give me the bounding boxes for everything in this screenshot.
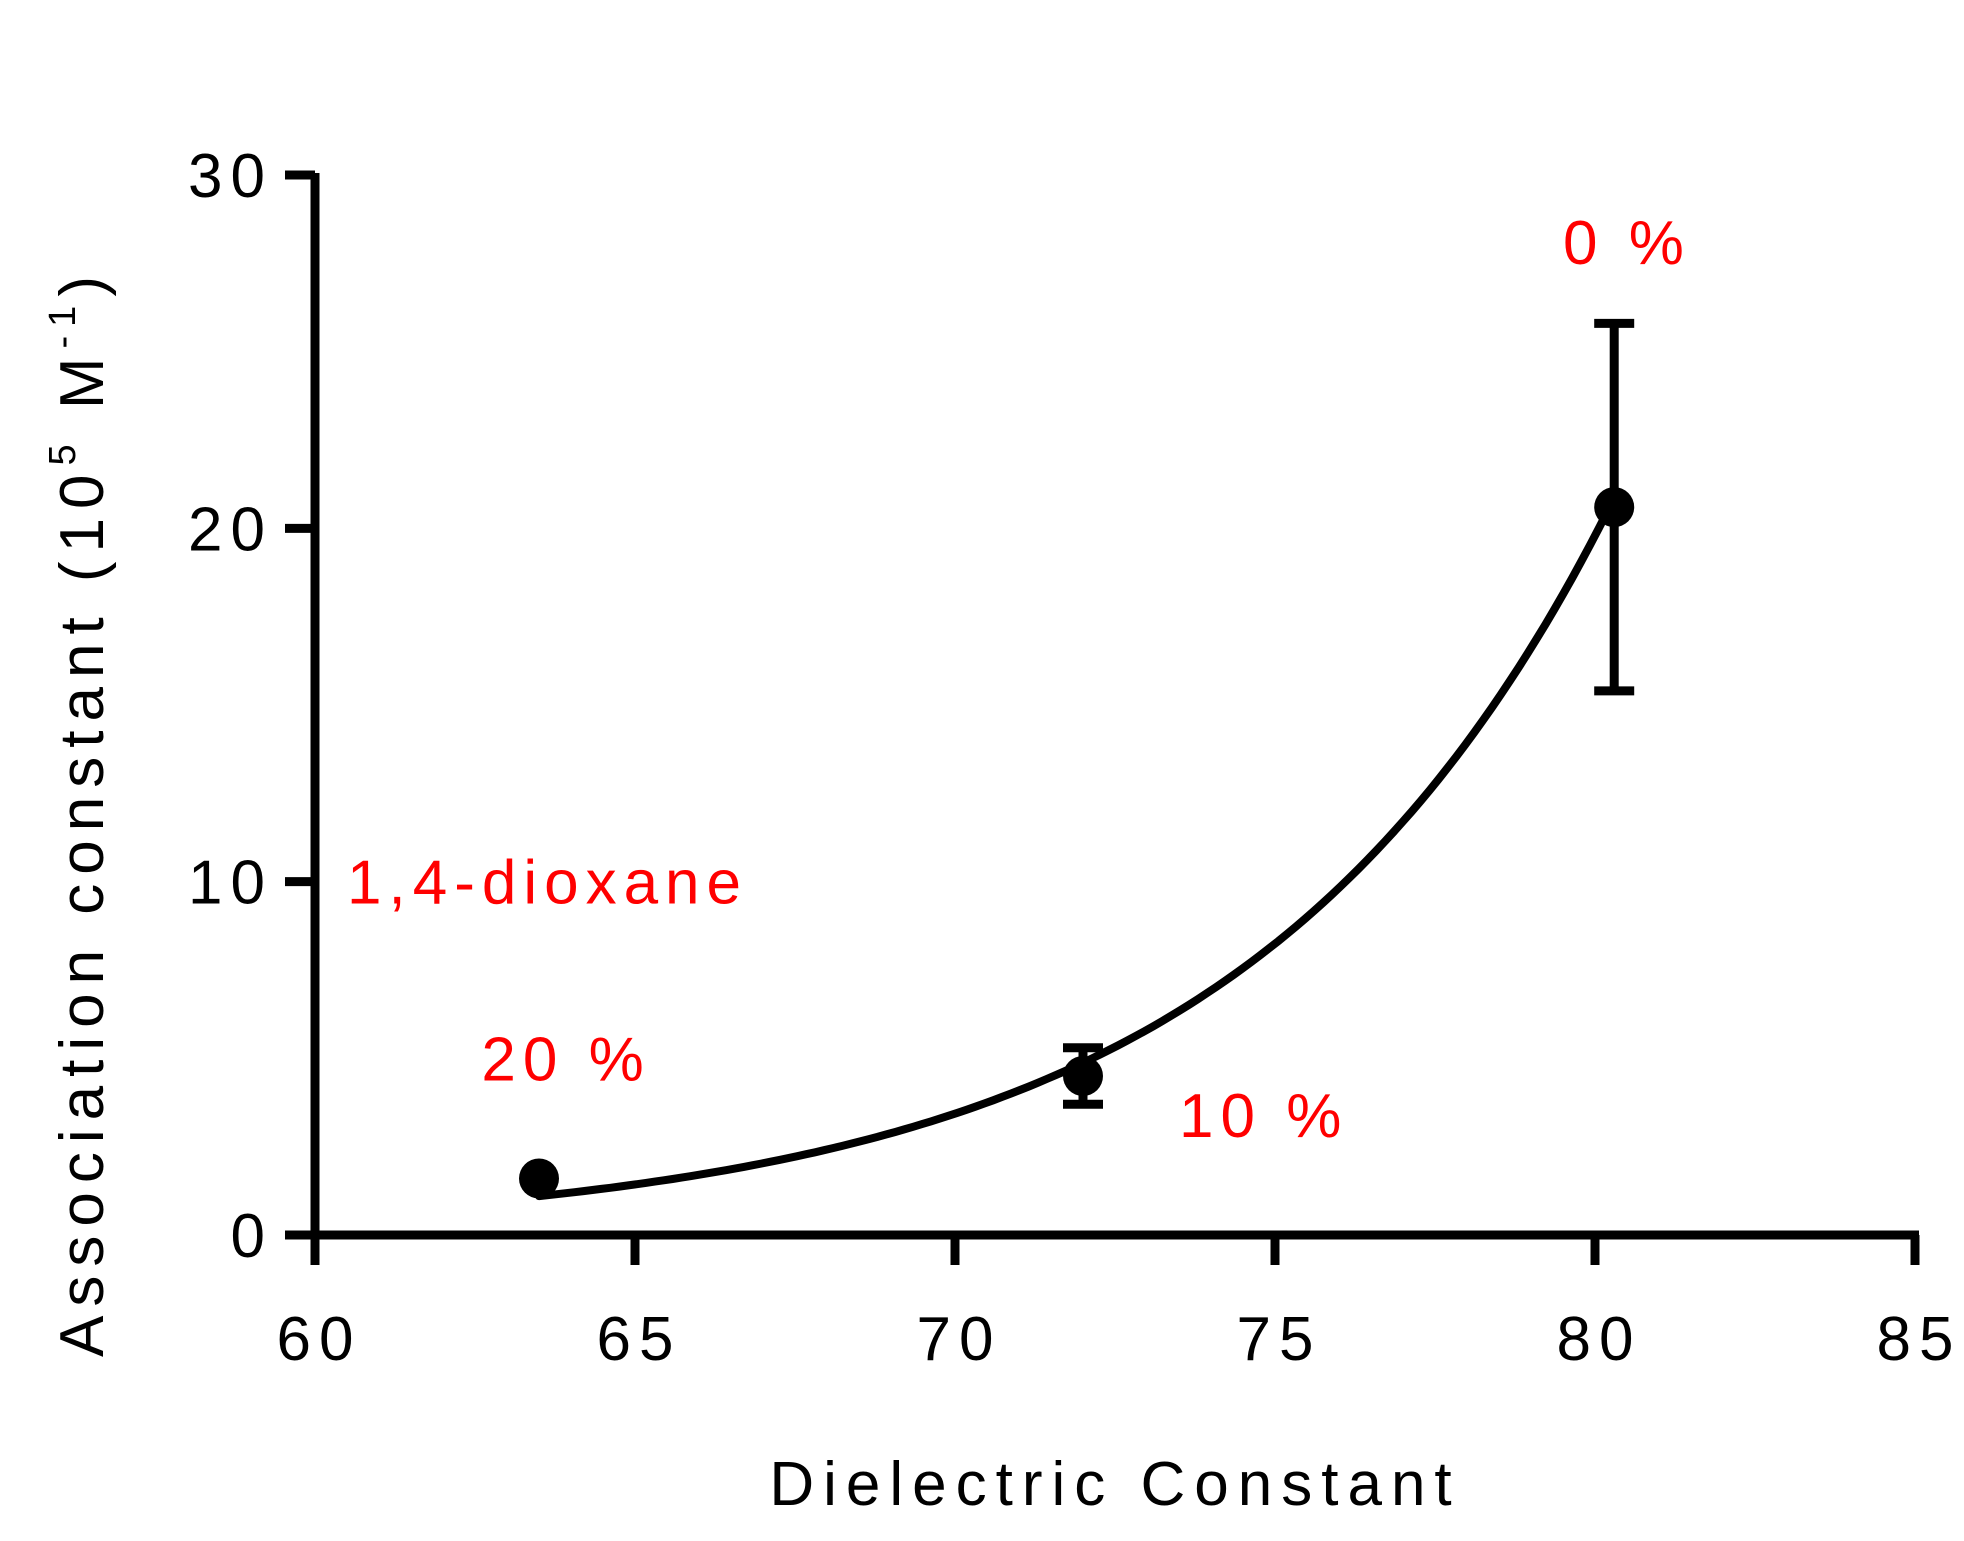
data-point [1594, 487, 1635, 528]
y-axis-title-main: Association constant (10 [48, 465, 117, 1357]
error-bars [1063, 318, 1635, 1109]
annotation-label: 10 % [1179, 1082, 1348, 1151]
y-tick-label: 10 [188, 849, 273, 918]
y-axis-title-exponent: 5 [42, 435, 84, 465]
y-axis-title-unit: M [48, 348, 117, 435]
y-axis: 0 10 20 30 [188, 142, 320, 1271]
x-axis-title: Dielectric Constant [769, 1450, 1460, 1519]
x-tick-label: 85 [1877, 1305, 1962, 1374]
y-tick-label: 30 [188, 142, 273, 211]
annotation-label: 0 % [1563, 209, 1691, 278]
x-axis: 60 65 70 75 80 85 [277, 1230, 1962, 1374]
y-axis-title: Association constant (105 M-1) [42, 267, 117, 1357]
y-axis-title-close: ) [48, 267, 117, 297]
y-tick-label: 20 [188, 495, 273, 564]
x-tick-label: 65 [597, 1305, 682, 1374]
x-tick-label: 70 [917, 1305, 1002, 1374]
x-tick-label: 80 [1557, 1305, 1642, 1374]
data-point [519, 1158, 559, 1199]
x-tick-label: 75 [1237, 1305, 1322, 1374]
y-ticks: 0 10 20 30 [188, 142, 315, 1271]
data-points [519, 487, 1635, 1199]
x-tick-label: 60 [277, 1305, 362, 1374]
x-ticks: 60 65 70 75 80 85 [277, 1235, 1962, 1374]
annotation-label: 1,4-dioxane [347, 849, 748, 918]
y-axis-title-unit-exponent: -1 [42, 297, 84, 349]
y-tick-label: 0 [231, 1202, 273, 1271]
annotations: 1,4-dioxane 20 % 10 % 0 % [347, 209, 1691, 1151]
data-point [1063, 1056, 1103, 1096]
annotation-label: 20 % [481, 1025, 650, 1094]
